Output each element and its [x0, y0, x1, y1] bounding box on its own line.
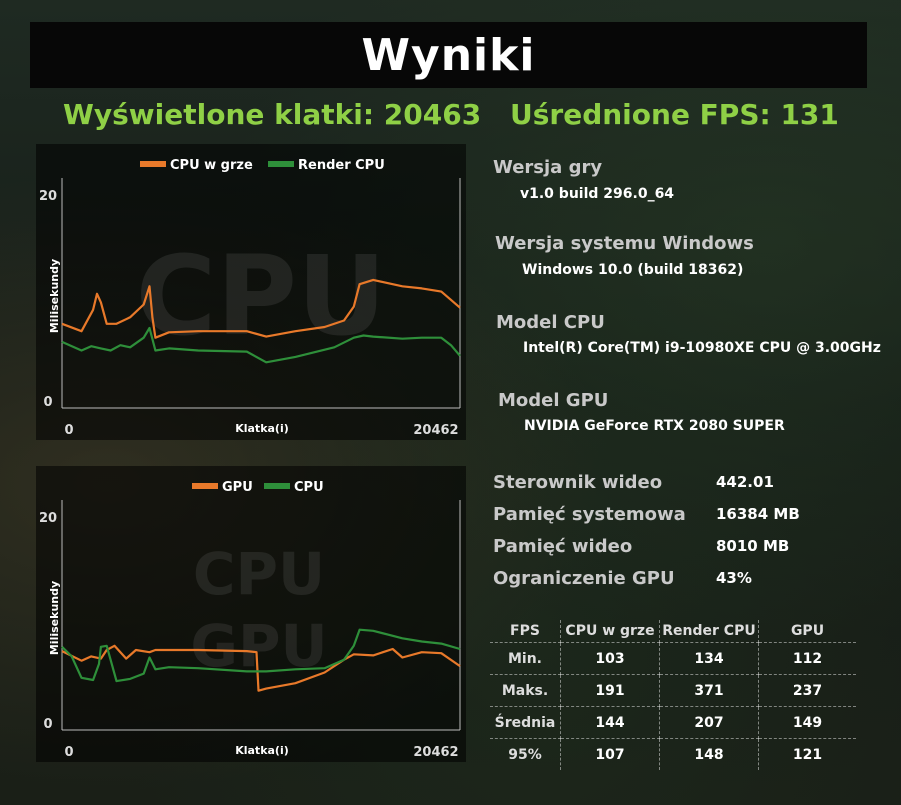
game-version-value: v1.0 build 296.0_64: [520, 186, 675, 202]
windows-version-value: Windows 10.0 (build 18362): [522, 262, 744, 278]
legend-swatch: [192, 483, 218, 489]
x-axis-label: Klatka(i): [235, 422, 289, 435]
page-title: Wyniki: [361, 29, 536, 81]
column-header: Render CPU: [659, 620, 759, 643]
watermark: CPU: [193, 540, 325, 608]
video-memory-value: 8010 MB: [716, 537, 790, 555]
legend-label: Render CPU: [298, 158, 385, 173]
x-tick-label: 20462: [413, 423, 458, 438]
title-bar: Wyniki: [30, 22, 867, 88]
watermark: CPU: [136, 232, 387, 360]
column-header: FPS: [490, 620, 561, 643]
table-cell: 121: [792, 746, 823, 763]
table-cell: 237: [758, 674, 856, 707]
table-row: 95% 107 148 121: [490, 738, 856, 770]
column-header: GPU: [758, 620, 856, 643]
system-memory-value: 16384 MB: [716, 505, 800, 523]
legend-label: CPU w grze: [170, 158, 253, 173]
legend-label: CPU: [294, 480, 324, 495]
gpu-limit-value: 43%: [716, 569, 752, 587]
y-tick-label: 20: [39, 189, 57, 204]
table-cell: 134: [659, 642, 759, 675]
y-axis-label: Milisekundy: [48, 259, 61, 333]
table-header-row: FPS CPU w grze Render CPU GPU: [490, 620, 856, 643]
table-cell: 191: [560, 674, 660, 707]
video-memory-label: Pamięć wideo: [493, 536, 633, 557]
chart-svg: CPU 20 00 20462 Klatka(i) Milisekundy CPU w gr…: [39, 158, 461, 438]
table-cell: 371: [659, 674, 759, 707]
x-tick-label: 0: [64, 745, 73, 760]
x-tick-label: 0: [64, 423, 73, 438]
table-cell: 103: [560, 642, 660, 675]
y-tick-label: 0: [43, 717, 52, 732]
frames-displayed: Wyświetlone klatki: 20463: [63, 98, 482, 131]
legend-label: GPU: [222, 480, 253, 495]
video-driver-value: 442.01: [716, 473, 774, 491]
y-tick-label: 20: [39, 511, 57, 526]
table-row: Maks. 191 371 237: [490, 674, 856, 707]
table-row: Min. 103 134 112: [490, 642, 856, 675]
legend-swatch: [140, 161, 166, 167]
table-row: Średnia 144 207 149: [490, 706, 856, 739]
fps-stats-table: FPS CPU w grze Render CPU GPU Min. 103 1…: [490, 620, 856, 770]
table-cell: 207: [659, 706, 759, 739]
gpu-limit-label: Ograniczenie GPU: [493, 568, 675, 589]
table-cell: 148: [659, 738, 759, 770]
x-tick-label: 20462: [413, 745, 458, 760]
gpu-chart: CPU GPU 20 0 0 20462 Klatka(i) Milisekundy GPU CP…: [36, 466, 466, 762]
video-driver-label: Sterownik wideo: [493, 472, 663, 493]
row-header: Średnia: [490, 706, 561, 739]
system-memory-label: Pamięć systemowa: [493, 504, 686, 525]
cpu-chart: CPU 20 0 0 20462 Klatka(i) Milisekundy CPU w gr…: [36, 144, 466, 440]
legend-swatch: [264, 483, 290, 489]
y-axis-label: Milisekundy: [48, 581, 61, 655]
gpu-model-value: NVIDIA GeForce RTX 2080 SUPER: [524, 418, 785, 434]
table-cell: 149: [758, 706, 856, 739]
column-header: CPU w grze: [560, 620, 660, 643]
gpu-model-label: Model GPU: [498, 390, 609, 411]
table-cell: 107: [560, 738, 660, 770]
table-cell: 144: [560, 706, 660, 739]
series-line: [61, 278, 461, 339]
windows-version-label: Wersja systemu Windows: [495, 233, 754, 254]
series-line: [61, 628, 461, 683]
average-fps: Uśrednione FPS: 131: [510, 98, 839, 131]
cpu-model-label: Model CPU: [496, 312, 605, 333]
x-axis-label: Klatka(i): [235, 744, 289, 757]
table-cell: 112: [758, 642, 856, 675]
cpu-model-value: Intel(R) Core(TM) i9-10980XE CPU @ 3.00G…: [523, 340, 881, 356]
series-line: [61, 326, 461, 364]
row-header: 95%: [490, 738, 561, 770]
row-header: Maks.: [490, 674, 561, 707]
row-header: Min.: [490, 642, 561, 675]
game-version-label: Wersja gry: [493, 157, 603, 178]
legend-swatch: [268, 161, 294, 167]
y-tick-label: 0: [43, 395, 52, 410]
